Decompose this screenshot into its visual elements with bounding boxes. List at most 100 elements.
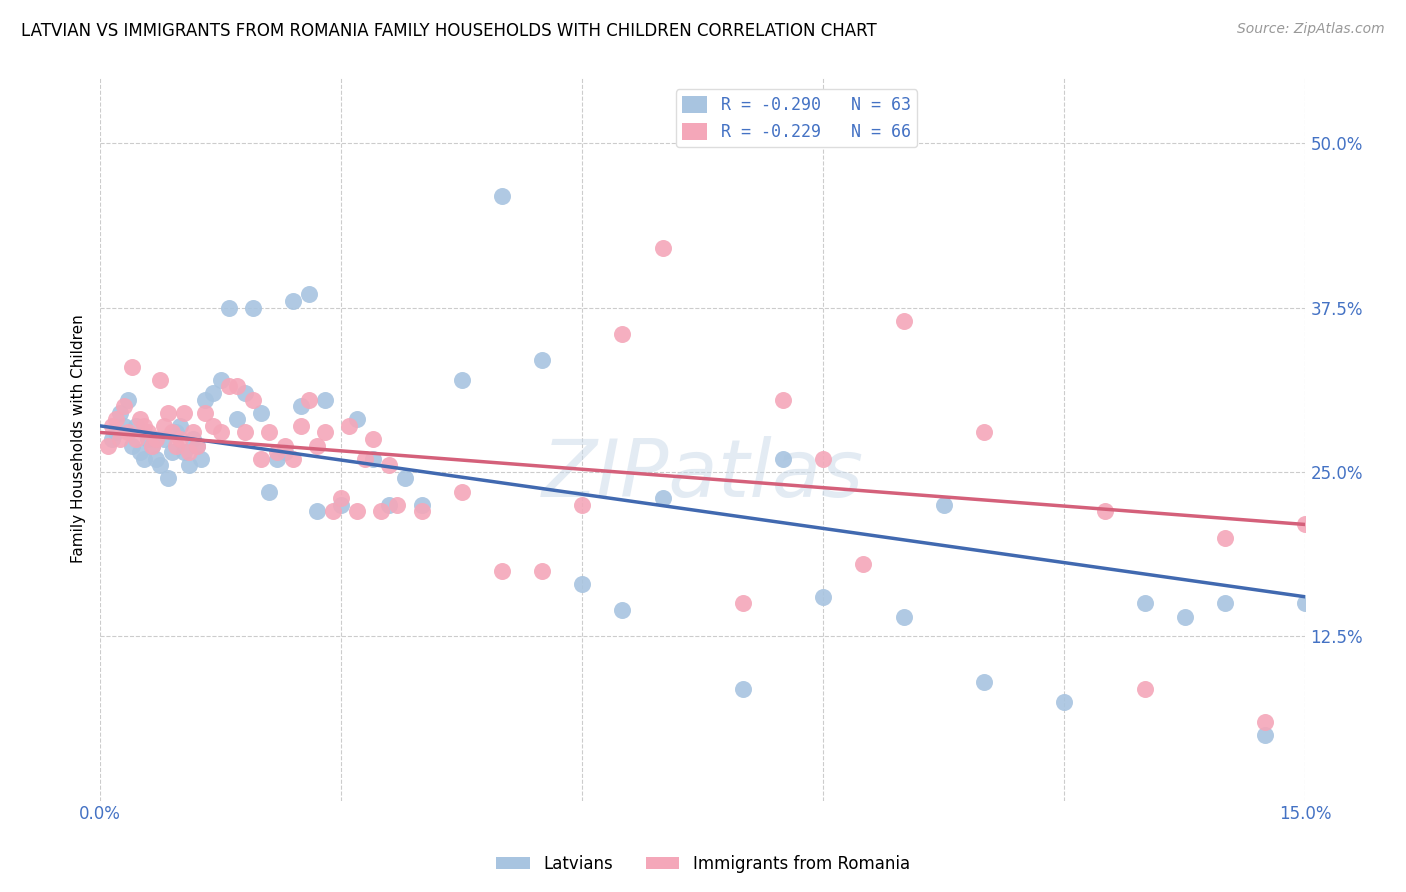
Point bbox=[194, 392, 217, 407]
Point bbox=[363, 432, 385, 446]
Point bbox=[813, 451, 835, 466]
Point bbox=[450, 484, 472, 499]
Point bbox=[772, 451, 794, 466]
Legend: Latvians, Immigrants from Romania: Latvians, Immigrants from Romania bbox=[489, 848, 917, 880]
Point bbox=[450, 373, 472, 387]
Point bbox=[612, 603, 634, 617]
Point bbox=[346, 504, 368, 518]
Point bbox=[177, 445, 200, 459]
Point bbox=[166, 439, 188, 453]
Point bbox=[531, 564, 554, 578]
Point bbox=[110, 406, 132, 420]
Point bbox=[266, 445, 288, 459]
Point bbox=[491, 188, 513, 202]
Point bbox=[162, 425, 184, 440]
Point bbox=[121, 359, 143, 374]
Point bbox=[134, 451, 156, 466]
Point bbox=[149, 458, 172, 473]
Point bbox=[157, 406, 180, 420]
Point bbox=[307, 439, 329, 453]
Point bbox=[1133, 681, 1156, 696]
Point bbox=[153, 418, 176, 433]
Point bbox=[1213, 531, 1236, 545]
Point bbox=[411, 498, 433, 512]
Point bbox=[346, 412, 368, 426]
Point bbox=[893, 314, 915, 328]
Point bbox=[274, 439, 297, 453]
Point bbox=[281, 293, 304, 308]
Point bbox=[201, 386, 224, 401]
Point bbox=[181, 432, 204, 446]
Point bbox=[531, 353, 554, 368]
Point bbox=[138, 425, 160, 440]
Point bbox=[394, 471, 416, 485]
Point bbox=[169, 418, 191, 433]
Point bbox=[354, 451, 377, 466]
Point bbox=[242, 301, 264, 315]
Point bbox=[169, 432, 191, 446]
Point bbox=[177, 458, 200, 473]
Point bbox=[1294, 517, 1316, 532]
Point bbox=[314, 425, 336, 440]
Point bbox=[571, 576, 593, 591]
Point bbox=[612, 326, 634, 341]
Point bbox=[1213, 596, 1236, 610]
Point bbox=[411, 504, 433, 518]
Point bbox=[112, 418, 135, 433]
Point bbox=[1133, 596, 1156, 610]
Point bbox=[491, 564, 513, 578]
Point bbox=[101, 432, 124, 446]
Point bbox=[378, 498, 401, 512]
Point bbox=[218, 379, 240, 393]
Point bbox=[233, 425, 256, 440]
Point bbox=[173, 445, 195, 459]
Point bbox=[134, 418, 156, 433]
Point bbox=[378, 458, 401, 473]
Text: LATVIAN VS IMMIGRANTS FROM ROMANIA FAMILY HOUSEHOLDS WITH CHILDREN CORRELATION C: LATVIAN VS IMMIGRANTS FROM ROMANIA FAMIL… bbox=[21, 22, 877, 40]
Point bbox=[149, 373, 172, 387]
Point bbox=[201, 418, 224, 433]
Point bbox=[274, 445, 297, 459]
Legend: R = -0.290   N = 63, R = -0.229   N = 66: R = -0.290 N = 63, R = -0.229 N = 66 bbox=[676, 89, 917, 147]
Point bbox=[1294, 596, 1316, 610]
Point bbox=[141, 439, 163, 453]
Point bbox=[209, 425, 232, 440]
Point bbox=[250, 451, 273, 466]
Point bbox=[298, 392, 321, 407]
Point bbox=[125, 432, 148, 446]
Text: ZIPatlas: ZIPatlas bbox=[541, 436, 863, 514]
Point bbox=[893, 609, 915, 624]
Point bbox=[363, 451, 385, 466]
Point bbox=[651, 241, 673, 255]
Point bbox=[166, 425, 188, 440]
Point bbox=[129, 412, 152, 426]
Point bbox=[225, 379, 247, 393]
Text: Source: ZipAtlas.com: Source: ZipAtlas.com bbox=[1237, 22, 1385, 37]
Point bbox=[209, 373, 232, 387]
Point bbox=[138, 432, 160, 446]
Point bbox=[281, 451, 304, 466]
Point bbox=[233, 386, 256, 401]
Point bbox=[813, 590, 835, 604]
Point bbox=[314, 392, 336, 407]
Point bbox=[290, 418, 312, 433]
Point bbox=[370, 504, 392, 518]
Point bbox=[973, 425, 995, 440]
Point bbox=[852, 557, 875, 571]
Point bbox=[101, 418, 124, 433]
Point bbox=[242, 392, 264, 407]
Point bbox=[1053, 695, 1076, 709]
Point bbox=[1254, 728, 1277, 742]
Point bbox=[225, 412, 247, 426]
Point bbox=[117, 425, 139, 440]
Point bbox=[298, 287, 321, 301]
Point bbox=[190, 451, 212, 466]
Point bbox=[125, 418, 148, 433]
Point bbox=[731, 681, 754, 696]
Point bbox=[117, 392, 139, 407]
Point bbox=[141, 439, 163, 453]
Point bbox=[157, 471, 180, 485]
Y-axis label: Family Households with Children: Family Households with Children bbox=[72, 315, 86, 564]
Point bbox=[105, 412, 128, 426]
Point bbox=[290, 399, 312, 413]
